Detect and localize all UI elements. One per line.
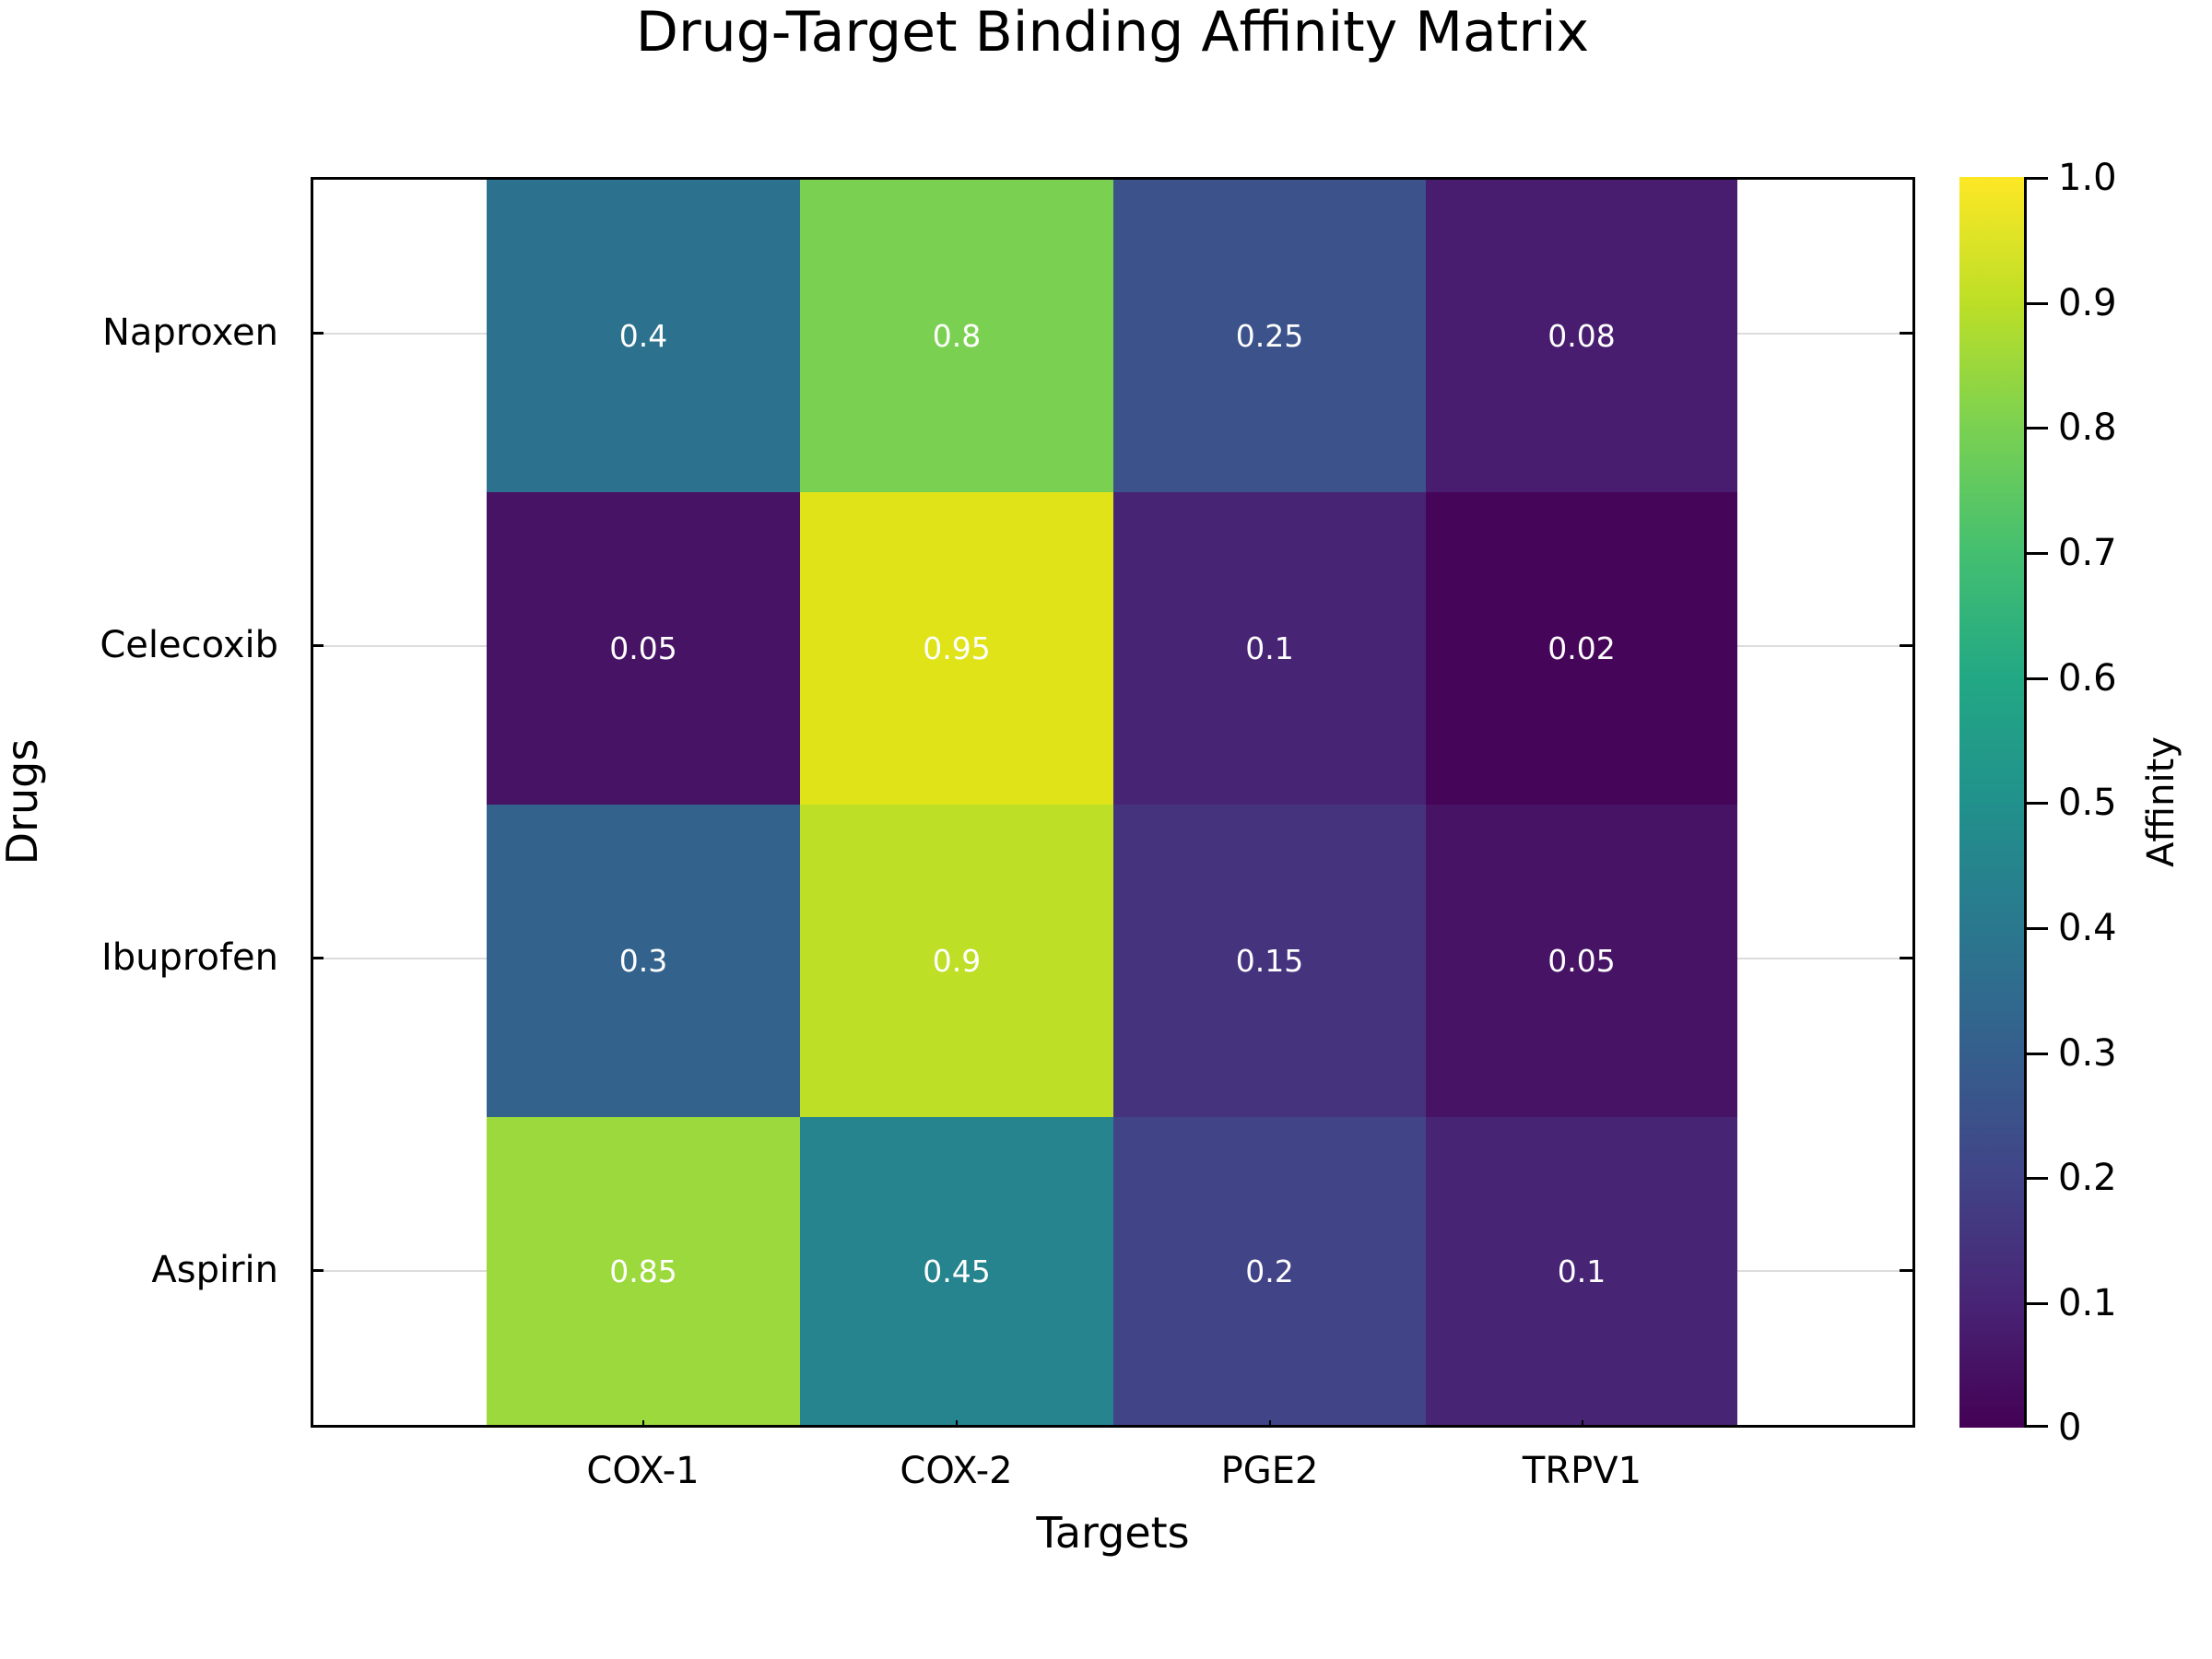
x-tick-label-pge2: PGE2 <box>1220 1450 1319 1492</box>
colorbar-tick-label: 0.1 <box>2058 1282 2117 1324</box>
y-tick-label-celecoxib: Celecoxib <box>100 624 278 666</box>
colorbar-tick-label: 0.6 <box>2058 657 2117 700</box>
heatmap-cell: 0.25 <box>1113 180 1426 492</box>
heatmap-cell: 0.2 <box>1113 1117 1426 1425</box>
cell-value: 0.85 <box>609 1253 677 1289</box>
colorbar-label: Affinity <box>2140 736 2183 867</box>
cell-value: 0.05 <box>609 630 677 666</box>
heatmap-cell: 0.85 <box>487 1117 800 1425</box>
y-tick-label-naproxen: Naproxen <box>101 312 278 354</box>
y-tick-label-aspirin: Aspirin <box>151 1249 278 1291</box>
heatmap-cell: 0.3 <box>487 805 800 1117</box>
cell-value: 0.9 <box>932 943 982 979</box>
colorbar-tick-mark <box>2025 677 2048 680</box>
colorbar-tick-mark <box>2025 427 2048 429</box>
y-tick-mark <box>311 332 324 335</box>
cell-value: 0.25 <box>1235 318 1304 354</box>
heatmap-cell: 0.05 <box>487 492 800 805</box>
heatmap-cell: 0.02 <box>1426 492 1737 805</box>
heatmap-cell: 0.05 <box>1426 805 1737 1117</box>
heatmap-cell: 0.08 <box>1426 180 1737 492</box>
x-tick-mark <box>642 1420 644 1428</box>
colorbar-tick-label: 0.9 <box>2058 282 2117 324</box>
colorbar-tick-label: 1.0 <box>2058 157 2117 199</box>
colorbar <box>1959 177 2025 1428</box>
heatmap-cell: 0.9 <box>800 805 1113 1117</box>
heatmap-cell: 0.1 <box>1426 1117 1737 1425</box>
colorbar-tick-mark <box>2025 1425 2048 1428</box>
colorbar-tick-label: 0.3 <box>2058 1032 2117 1075</box>
colorbar-tick-mark <box>2025 802 2048 805</box>
x-tick-mark <box>1269 1420 1271 1428</box>
colorbar-tick-label: 0.5 <box>2058 782 2117 824</box>
chart-title: Drug-Target Binding Affinity Matrix <box>635 0 1590 65</box>
colorbar-tick-mark <box>2025 1177 2048 1180</box>
cell-value: 0.45 <box>923 1253 991 1289</box>
colorbar-tick-mark <box>2025 927 2048 930</box>
cell-value: 0.15 <box>1235 943 1304 979</box>
y-axis-label: Drugs <box>0 738 47 865</box>
colorbar-tick-mark <box>2025 1053 2048 1055</box>
y-tick-mark <box>1900 644 1912 647</box>
colorbar-tick-mark <box>2025 177 2048 180</box>
heatmap-cell: 0.4 <box>487 180 800 492</box>
y-tick-mark <box>311 957 324 959</box>
x-tick-mark <box>956 1420 958 1428</box>
colorbar-tick-label: 0.2 <box>2058 1157 2117 1199</box>
colorbar-tick-label: 0.4 <box>2058 907 2117 949</box>
heatmap-cell: 0.15 <box>1113 805 1426 1117</box>
cell-value: 0.4 <box>618 318 668 354</box>
cell-value: 0.1 <box>1245 630 1294 666</box>
x-tick-mark <box>1582 1420 1583 1428</box>
heatmap-cell: 0.95 <box>800 492 1113 805</box>
y-tick-mark <box>1900 957 1912 959</box>
y-tick-mark <box>311 1269 324 1272</box>
colorbar-tick-mark <box>2025 552 2048 555</box>
colorbar-tick-label: 0.8 <box>2058 406 2117 449</box>
y-tick-mark <box>1900 1269 1912 1272</box>
cell-value: 0.2 <box>1245 1253 1294 1289</box>
heatmap-cell: 0.1 <box>1113 492 1426 805</box>
heatmap-cell: 0.45 <box>800 1117 1113 1425</box>
colorbar-tick-label: 0 <box>2058 1406 2082 1449</box>
colorbar-tick-mark <box>2025 302 2048 305</box>
cell-value: 0.8 <box>932 318 982 354</box>
x-axis-label: Targets <box>1036 1508 1190 1558</box>
colorbar-tick-label: 0.7 <box>2058 532 2117 574</box>
cell-value: 0.05 <box>1547 943 1616 979</box>
x-tick-label-cox1: COX-1 <box>586 1450 700 1492</box>
cell-value: 0.1 <box>1557 1253 1606 1289</box>
heatmap-cell: 0.8 <box>800 180 1113 492</box>
cell-value: 0.02 <box>1547 630 1616 666</box>
colorbar-tick-mark <box>2025 1302 2048 1305</box>
cell-value: 0.95 <box>923 630 991 666</box>
y-tick-mark <box>1900 332 1912 335</box>
cell-value: 0.08 <box>1547 318 1616 354</box>
cell-value: 0.3 <box>618 943 668 979</box>
x-tick-label-trpv1: TRPV1 <box>1522 1450 1642 1492</box>
x-tick-label-cox2: COX-2 <box>900 1450 1013 1492</box>
y-tick-mark <box>311 644 324 647</box>
y-tick-label-ibuprofen: Ibuprofen <box>100 936 278 979</box>
